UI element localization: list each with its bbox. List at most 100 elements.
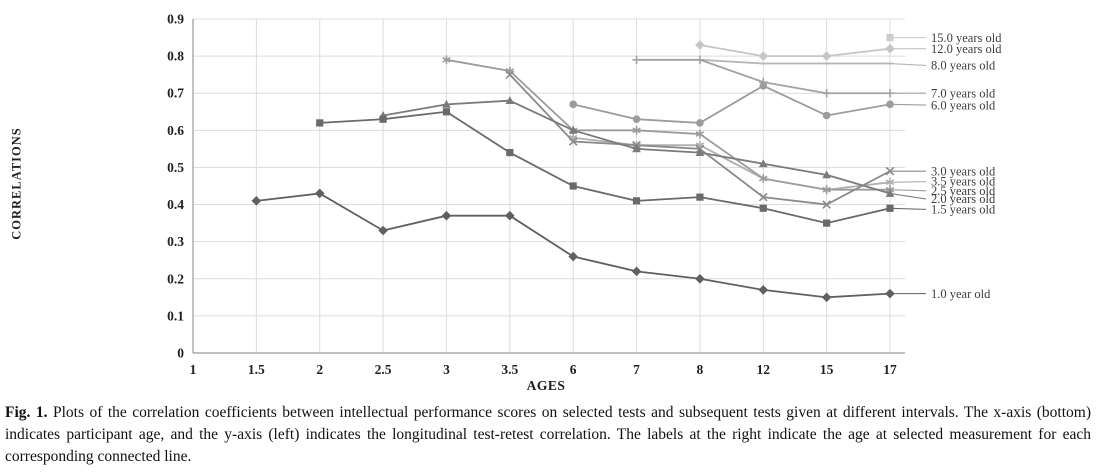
data-point-triangle [632, 144, 641, 153]
figure-caption-label: Fig. 1. [5, 404, 48, 421]
data-point-square [442, 108, 451, 116]
y-tick-label: 0 [177, 346, 184, 361]
data-point-circle [696, 119, 704, 127]
x-tick-label: 3.5 [501, 362, 518, 377]
data-point-asterisk [632, 125, 641, 135]
data-point-asterisk [822, 185, 831, 195]
y-tick-label: 0.7 [167, 86, 184, 101]
x-tick-label: 7 [633, 362, 640, 377]
data-point-plus [885, 89, 895, 98]
legend-label: 3.5 years old [931, 175, 996, 189]
figure-caption-text: Plots of the correlation coefficients be… [5, 404, 1092, 465]
data-point-diamond [314, 188, 325, 199]
data-point-asterisk [695, 129, 705, 139]
data-point-asterisk [759, 174, 768, 183]
y-tick-label: 0.3 [167, 234, 184, 249]
data-point-x [822, 200, 832, 209]
data-point-triangle [442, 99, 451, 108]
legend-leader-line [889, 180, 927, 183]
x-tick-label: 17 [883, 362, 897, 377]
x-tick-label: 3 [443, 362, 450, 377]
series-line [573, 136, 891, 191]
data-point-diamond [758, 285, 769, 295]
y-axis-title: CORRELATIONS [9, 127, 24, 240]
data-point-diamond [821, 292, 832, 303]
legend-leader-line [889, 103, 927, 106]
data-point-diamond [821, 51, 832, 61]
legend-label: 2.0 years old [931, 192, 996, 206]
legend-leader-line [889, 189, 927, 192]
data-point-square [379, 115, 387, 123]
legend-label: 7.0 years old [931, 86, 996, 100]
data-point-circle [569, 100, 577, 109]
legend-label: 2.5 years old [931, 184, 996, 198]
data-point-triangle [695, 148, 705, 156]
data-point-square [886, 33, 894, 42]
data-point-circle [886, 100, 894, 109]
y-tick-label: 0.4 [167, 197, 184, 212]
data-point-x [505, 70, 515, 80]
data-point-diamond [631, 266, 642, 277]
legend-leader-line [889, 62, 927, 66]
x-tick-label: 6 [570, 362, 577, 377]
x-tick-label: 15 [820, 362, 834, 377]
y-tick-label: 0.8 [167, 49, 184, 64]
data-point-triangle [758, 159, 768, 168]
data-point-diamond [695, 273, 705, 284]
data-point-asterisk [885, 177, 895, 187]
data-point-square [696, 193, 704, 201]
legend-label: 6.0 years old [931, 98, 996, 112]
legend-label: 3.0 years old [931, 164, 996, 178]
data-point-diamond [441, 210, 452, 221]
legend-label: 1.5 years old [931, 203, 996, 217]
data-point-diamond [695, 40, 705, 50]
data-point-asterisk [442, 55, 451, 65]
data-point-square [569, 182, 577, 190]
data-point-diamond [758, 51, 769, 61]
x-tick-label: 2 [316, 362, 323, 377]
series-line [319, 110, 891, 225]
data-point-diamond [251, 196, 262, 206]
series-line [446, 58, 890, 191]
y-tick-label: 0.9 [167, 12, 184, 27]
series-line [699, 58, 890, 65]
data-point-circle [822, 111, 831, 120]
data-point-x [885, 166, 895, 176]
x-tick-label: 1.5 [248, 362, 265, 377]
data-point-circle [759, 82, 768, 90]
data-point-x [758, 192, 768, 202]
legend-label: 12.0 years old [931, 42, 1002, 56]
y-tick-label: 0.1 [167, 308, 184, 323]
data-point-diamond [568, 251, 578, 262]
y-tick-label: 0.5 [167, 160, 184, 175]
legend-leader-line [889, 192, 927, 200]
data-point-plus [822, 89, 831, 98]
data-point-square [759, 204, 767, 212]
data-point-triangle [568, 125, 578, 134]
legend-label: 15.0 years old [931, 31, 1002, 45]
data-point-plus [695, 55, 705, 65]
legend-label: 8.0 years old [931, 59, 996, 73]
data-point-plus [632, 55, 641, 65]
data-point-x [568, 137, 578, 146]
data-point-diamond [378, 225, 388, 236]
chart-canvas: 0 0.1 0.2 0.3 0.4 0.5 0.6 0.7 0.8 0.9 1 1.5 2 2.5 3 3.5… [167, 12, 1002, 378]
y-tick-label: 0.2 [167, 271, 184, 286]
figure-caption: Fig. 1. Plots of the correlation coeffic… [5, 402, 1091, 468]
x-tick-label: 1 [190, 362, 197, 377]
line-chart: 0 0.1 0.2 0.3 0.4 0.5 0.6 0.7 0.8 0.9 1 1.5 2 2.5 3 3.5… [167, 12, 1002, 378]
x-tick-label: 8 [697, 362, 704, 377]
data-point-triangle [505, 96, 515, 105]
data-point-triangle [822, 170, 832, 179]
data-point-diamond [885, 43, 895, 54]
legend-label: 1.0 year old [931, 287, 991, 301]
series-line [572, 84, 891, 124]
data-point-square [823, 219, 831, 227]
y-tick-label: 0.6 [167, 123, 184, 138]
x-axis-title: AGES [526, 378, 566, 393]
data-point-square [316, 119, 324, 127]
data-point-diamond [505, 210, 515, 221]
data-point-square [506, 149, 514, 157]
x-tick-label: 12 [757, 362, 771, 377]
